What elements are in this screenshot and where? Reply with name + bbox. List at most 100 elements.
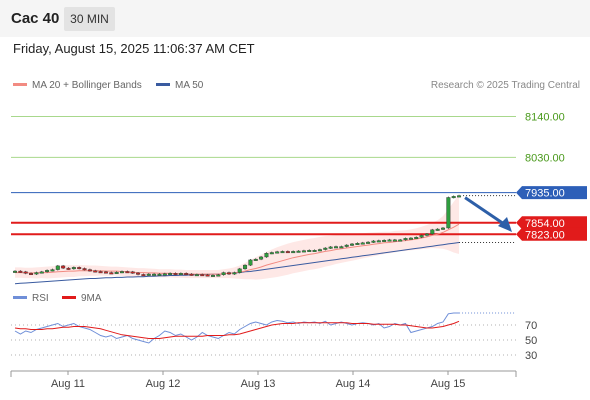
candle	[323, 247, 328, 251]
candle-body	[39, 271, 44, 274]
candle	[360, 241, 365, 245]
candle	[55, 264, 60, 271]
candle	[259, 256, 264, 261]
candle-body	[23, 271, 28, 274]
legend-9ma: 9MA	[62, 293, 102, 304]
candle	[189, 273, 194, 276]
level-label: 7935.00	[525, 188, 565, 200]
candle	[355, 242, 360, 245]
candle-body	[221, 272, 226, 275]
candle-body	[210, 274, 215, 277]
candle-body	[248, 259, 253, 266]
candle	[184, 272, 189, 276]
candle	[253, 258, 258, 261]
candle-body	[408, 237, 413, 240]
candle-body	[301, 250, 306, 253]
candle-body	[146, 273, 151, 276]
candle	[152, 273, 157, 276]
candle-body	[87, 269, 92, 272]
candle-body	[178, 273, 183, 276]
ma50-swatch	[156, 82, 170, 86]
candle	[221, 271, 226, 276]
candle-body	[457, 195, 462, 198]
candle-body	[93, 270, 98, 273]
candle	[162, 272, 167, 276]
candle	[71, 266, 76, 270]
candle	[334, 245, 339, 249]
ma20-swatch	[13, 82, 27, 86]
timeframe-button[interactable]: 30 MIN	[64, 7, 115, 31]
candle	[109, 271, 114, 275]
candle-body	[216, 274, 221, 277]
candle-body	[18, 270, 23, 273]
rsi-tick-label: 70	[525, 320, 537, 332]
candle	[366, 241, 371, 244]
candle-body	[307, 250, 312, 252]
candle-body	[285, 251, 290, 254]
candle-body	[435, 228, 440, 231]
candle-body	[103, 271, 108, 274]
candle	[39, 270, 44, 274]
candle-body	[339, 246, 344, 249]
x-tick-label: Aug 11	[51, 378, 85, 390]
candle-body	[114, 271, 119, 274]
candle-body	[130, 271, 135, 274]
candle	[168, 272, 173, 276]
candle	[93, 269, 98, 273]
candle	[435, 228, 440, 231]
candle-body	[34, 272, 39, 275]
candle	[441, 227, 446, 231]
level-label: 8140.00	[525, 111, 565, 123]
candle	[350, 243, 355, 246]
rsi-tick-label: 50	[525, 335, 537, 347]
symbol-title: Cac 40	[11, 10, 60, 27]
x-tick-label: Aug 12	[146, 378, 181, 390]
candle-body	[387, 239, 392, 242]
toolbar: Cac 40 30 MIN	[0, 0, 590, 37]
candle-body	[317, 249, 322, 252]
candle-body	[136, 272, 141, 275]
candle	[291, 250, 296, 254]
candle-body	[419, 235, 424, 238]
rsi-tick-label: 30	[525, 350, 537, 362]
candle	[264, 252, 269, 258]
candle-body	[200, 274, 205, 277]
candle	[141, 273, 146, 277]
candle-body	[328, 246, 333, 249]
candle-body	[119, 271, 124, 274]
candle	[371, 240, 376, 244]
candle-body	[82, 268, 87, 271]
candle	[66, 267, 71, 270]
candle	[457, 194, 462, 198]
candle-body	[109, 272, 114, 275]
candle	[419, 234, 424, 239]
candle	[87, 268, 92, 272]
candle	[130, 270, 135, 274]
x-tick-label: Aug 13	[241, 378, 276, 390]
candle	[446, 196, 451, 229]
candle	[280, 250, 285, 254]
candle	[387, 238, 392, 242]
candle-body	[194, 274, 199, 277]
legend-ma50: MA 50	[156, 80, 203, 91]
candle	[34, 271, 39, 275]
level-tag	[516, 227, 587, 241]
candle	[269, 251, 274, 255]
candle-body	[45, 270, 50, 273]
candle-body	[280, 251, 285, 254]
candle	[29, 272, 34, 276]
candle-body	[226, 272, 231, 275]
candle-body	[232, 272, 237, 275]
candle	[376, 239, 381, 243]
candle	[146, 273, 151, 276]
candle	[23, 270, 28, 275]
candle	[200, 273, 205, 277]
level-label: 7854.00	[525, 218, 565, 230]
candle-body	[376, 240, 381, 243]
candle	[125, 270, 130, 274]
candles	[12, 194, 462, 277]
candle-body	[98, 271, 103, 274]
ma9-swatch	[62, 295, 76, 299]
candle-body	[205, 274, 210, 277]
candle-body	[152, 273, 157, 276]
